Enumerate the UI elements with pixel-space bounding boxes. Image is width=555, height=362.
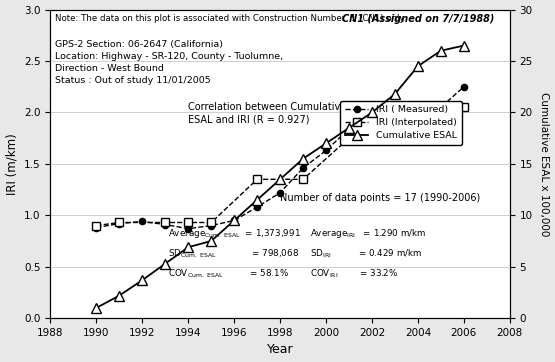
IRI ( Measured) (185, 227, 191, 231)
Cumulative ESAL (415, 64, 421, 68)
Cumulative ESAL (185, 245, 191, 249)
IRI ( Measured) (116, 221, 123, 226)
Cumulative ESAL (162, 261, 169, 266)
Legend: IRI ( Measured), IRI (Interpolated), Cumulative ESAL: IRI ( Measured), IRI (Interpolated), Cum… (340, 101, 462, 145)
IRI (Interpolated) (162, 220, 169, 225)
Line: Cumulative ESAL: Cumulative ESAL (92, 41, 469, 313)
IRI ( Measured) (461, 85, 467, 89)
Text: COV$_{\rm Cum.\ ESAL}$          = 58.1%: COV$_{\rm Cum.\ ESAL}$ = 58.1% (168, 267, 289, 280)
Text: Note: The data on this plot is associated with Construction Number  1 (CN1) only: Note: The data on this plot is associate… (55, 14, 405, 23)
Cumulative ESAL (254, 198, 260, 202)
Cumulative ESAL (277, 177, 284, 181)
IRI ( Measured) (93, 226, 100, 230)
IRI ( Measured) (208, 223, 215, 228)
Cumulative ESAL (437, 49, 444, 53)
Y-axis label: Cumulative ESAL x 100,000: Cumulative ESAL x 100,000 (539, 92, 549, 236)
Cumulative ESAL (392, 92, 398, 96)
Text: SD$_{\rm Cum.\ ESAL}$             = 798,068: SD$_{\rm Cum.\ ESAL}$ = 798,068 (168, 247, 299, 260)
Cumulative ESAL (93, 306, 100, 310)
IRI ( Measured) (162, 222, 169, 227)
IRI (Interpolated) (392, 107, 398, 111)
Cumulative ESAL (323, 141, 330, 146)
IRI (Interpolated) (461, 105, 467, 109)
IRI ( Measured) (323, 148, 330, 153)
Cumulative ESAL (139, 278, 145, 282)
IRI ( Measured) (277, 190, 284, 195)
Cumulative ESAL (346, 126, 352, 130)
Text: Correlation between Cumulative
ESAL and IRI (R = 0.927): Correlation between Cumulative ESAL and … (188, 102, 346, 125)
IRI (Interpolated) (437, 105, 444, 109)
X-axis label: Year: Year (267, 344, 294, 357)
Text: SD$_{\rm IRI}$          = 0.429 m/km: SD$_{\rm IRI}$ = 0.429 m/km (310, 247, 422, 260)
IRI ( Measured) (437, 105, 444, 109)
Text: COV$_{\rm IRI}$        = 33.2%: COV$_{\rm IRI}$ = 33.2% (310, 267, 398, 280)
Text: Number of data points = 17 (1990-2006): Number of data points = 17 (1990-2006) (280, 193, 481, 203)
IRI (Interpolated) (93, 223, 100, 228)
IRI ( Measured) (139, 219, 145, 224)
IRI (Interpolated) (254, 177, 260, 181)
Text: Average$_{\rm Cum.\ ESAL}$  = 1,373,991: Average$_{\rm Cum.\ ESAL}$ = 1,373,991 (168, 227, 300, 240)
Cumulative ESAL (208, 239, 215, 243)
Y-axis label: IRI (m/km): IRI (m/km) (6, 133, 18, 195)
IRI ( Measured) (300, 166, 306, 170)
Cumulative ESAL (300, 156, 306, 161)
IRI (Interpolated) (116, 220, 123, 225)
Cumulative ESAL (116, 293, 123, 298)
Cumulative ESAL (461, 43, 467, 48)
Cumulative ESAL (369, 110, 375, 115)
IRI (Interpolated) (208, 220, 215, 225)
IRI (Interpolated) (185, 220, 191, 225)
Text: CN1 (Assigned on 7/7/1988): CN1 (Assigned on 7/7/1988) (342, 14, 495, 24)
IRI ( Measured) (254, 205, 260, 209)
Cumulative ESAL (231, 218, 238, 223)
IRI ( Measured) (231, 218, 238, 223)
Text: GPS-2 Section: 06-2647 (California)
Location: Highway - SR-120, County - Tuolumn: GPS-2 Section: 06-2647 (California) Loca… (55, 41, 283, 85)
IRI (Interpolated) (300, 177, 306, 181)
IRI ( Measured) (346, 127, 352, 131)
IRI (Interpolated) (346, 136, 352, 140)
Text: Average$_{\rm IRI}$   = 1.290 m/km: Average$_{\rm IRI}$ = 1.290 m/km (310, 227, 426, 240)
Line: IRI (Interpolated): IRI (Interpolated) (92, 103, 468, 230)
Line: IRI ( Measured): IRI ( Measured) (93, 84, 467, 232)
